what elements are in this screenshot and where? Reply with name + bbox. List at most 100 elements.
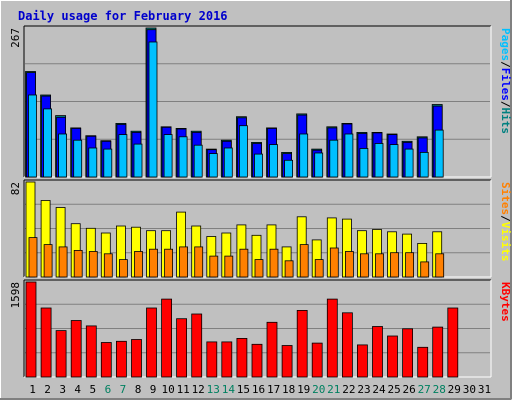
- bar-pages-day-24: [374, 143, 384, 178]
- series-legend: KBytes: [499, 282, 512, 322]
- bar-kbytes-day-6: [100, 342, 112, 378]
- bar-kbytes-day-29: [447, 307, 459, 378]
- bar-kbytes-day-26: [402, 328, 414, 378]
- day-label-22: 22: [342, 383, 355, 396]
- bar-kbytes-day-7: [116, 340, 127, 378]
- legend-item: /: [499, 61, 512, 68]
- bar-sites-day-5: [88, 251, 98, 278]
- bar-kbytes-day-18: [281, 345, 293, 378]
- bar-kbytes-day-11: [176, 318, 188, 378]
- day-label-14: 14: [222, 383, 236, 396]
- day-label-12: 12: [192, 383, 205, 396]
- bar-pages-day-20: [314, 152, 324, 178]
- panel-visits-sites: 82 Sites/Visits: [9, 179, 512, 278]
- day-label-6: 6: [105, 383, 112, 396]
- day-label-30: 30: [463, 383, 476, 396]
- bar-sites-day-10: [164, 248, 174, 278]
- bar-sites-day-14: [224, 255, 234, 278]
- bar-sites-day-6: [103, 253, 113, 278]
- panel-hits-files-pages: 267 Pages/Files/Hits: [9, 25, 512, 178]
- bar-kbytes-day-12: [191, 313, 203, 378]
- bar-sites-day-8: [134, 251, 143, 278]
- bar-pages-day-7: [118, 134, 128, 178]
- panel-kbytes: 1598 KBytes: [9, 279, 512, 378]
- day-label-20: 20: [312, 383, 325, 396]
- bar-sites-day-4: [73, 249, 83, 278]
- bar-sites-day-13: [209, 255, 219, 278]
- bars: [25, 27, 444, 178]
- bar-sites-day-27: [420, 261, 430, 278]
- day-label-28: 28: [433, 383, 446, 396]
- legend-item: Pages: [499, 28, 512, 61]
- bar-pages-day-13: [208, 153, 218, 178]
- bar-sites-day-15: [239, 248, 249, 278]
- day-label-31: 31: [478, 383, 491, 396]
- bar-kbytes-day-1: [25, 281, 37, 378]
- bar-sites-day-1: [28, 237, 38, 278]
- bar-kbytes-day-22: [341, 312, 353, 378]
- bar-pages-day-2: [43, 108, 52, 178]
- bar-kbytes-day-9: [146, 307, 157, 378]
- bar-pages-day-19: [299, 133, 309, 178]
- bar-kbytes-day-3: [55, 330, 67, 378]
- chart-panels: 267 Pages/Files/Hits 82 Sites/Visits 1598 KBy…: [9, 25, 512, 378]
- bar-kbytes-day-27: [417, 346, 429, 378]
- legend-item: /: [499, 215, 512, 222]
- bar-sites-day-16: [254, 259, 264, 278]
- day-label-7: 7: [120, 383, 127, 396]
- bar-pages-day-28: [434, 129, 444, 178]
- bar-sites-day-2: [43, 244, 53, 278]
- bar-pages-day-6: [103, 148, 113, 178]
- day-label-15: 15: [237, 383, 250, 396]
- bar-pages-day-22: [344, 133, 354, 178]
- bar-sites-day-20: [314, 259, 324, 278]
- day-label-27: 27: [418, 383, 431, 396]
- bar-kbytes-day-2: [40, 307, 52, 378]
- series-legend: Pages/Files/Hits: [499, 28, 512, 134]
- day-label-25: 25: [387, 383, 400, 396]
- bar-kbytes-day-5: [85, 325, 97, 378]
- bar-pages-day-18: [284, 159, 294, 178]
- bar-kbytes-day-4: [70, 320, 82, 378]
- day-label-13: 13: [207, 383, 220, 396]
- day-label-17: 17: [267, 383, 280, 396]
- bars: [25, 181, 445, 278]
- day-label-1: 1: [29, 383, 36, 396]
- bar-kbytes-day-19: [296, 309, 308, 378]
- bar-sites-day-12: [194, 246, 204, 278]
- day-label-29: 29: [448, 383, 461, 396]
- bar-pages-day-23: [359, 148, 369, 178]
- day-label-2: 2: [44, 383, 51, 396]
- bar-kbytes-day-25: [387, 335, 398, 378]
- bar-sites-day-9: [149, 248, 158, 278]
- legend-item: Files: [499, 68, 512, 101]
- bar-kbytes-day-28: [432, 326, 444, 378]
- bar-sites-day-22: [344, 251, 354, 278]
- y-max-label: 82: [9, 182, 22, 195]
- bar-kbytes-day-13: [206, 341, 218, 378]
- bar-kbytes-day-24: [372, 326, 383, 378]
- bar-sites-day-11: [179, 246, 189, 278]
- bar-sites-day-24: [375, 253, 384, 278]
- bar-pages-day-17: [269, 144, 278, 178]
- y-max-label: 267: [9, 28, 22, 48]
- bar-sites-day-19: [299, 244, 309, 278]
- day-label-18: 18: [282, 383, 295, 396]
- day-label-8: 8: [135, 383, 142, 396]
- day-label-21: 21: [327, 383, 340, 396]
- y-max-label: 1598: [9, 282, 22, 309]
- bar-pages-day-14: [223, 147, 233, 178]
- day-label-4: 4: [74, 383, 81, 396]
- bar-pages-day-10: [163, 134, 173, 178]
- bar-pages-day-9: [148, 41, 158, 178]
- bar-pages-day-1: [28, 94, 37, 178]
- day-label-24: 24: [372, 383, 386, 396]
- bar-sites-day-28: [435, 253, 445, 278]
- bars: [25, 281, 459, 378]
- bar-sites-day-26: [405, 252, 415, 278]
- bar-kbytes-day-16: [251, 343, 263, 378]
- legend-item: KBytes: [499, 282, 512, 322]
- bar-sites-day-17: [269, 248, 279, 278]
